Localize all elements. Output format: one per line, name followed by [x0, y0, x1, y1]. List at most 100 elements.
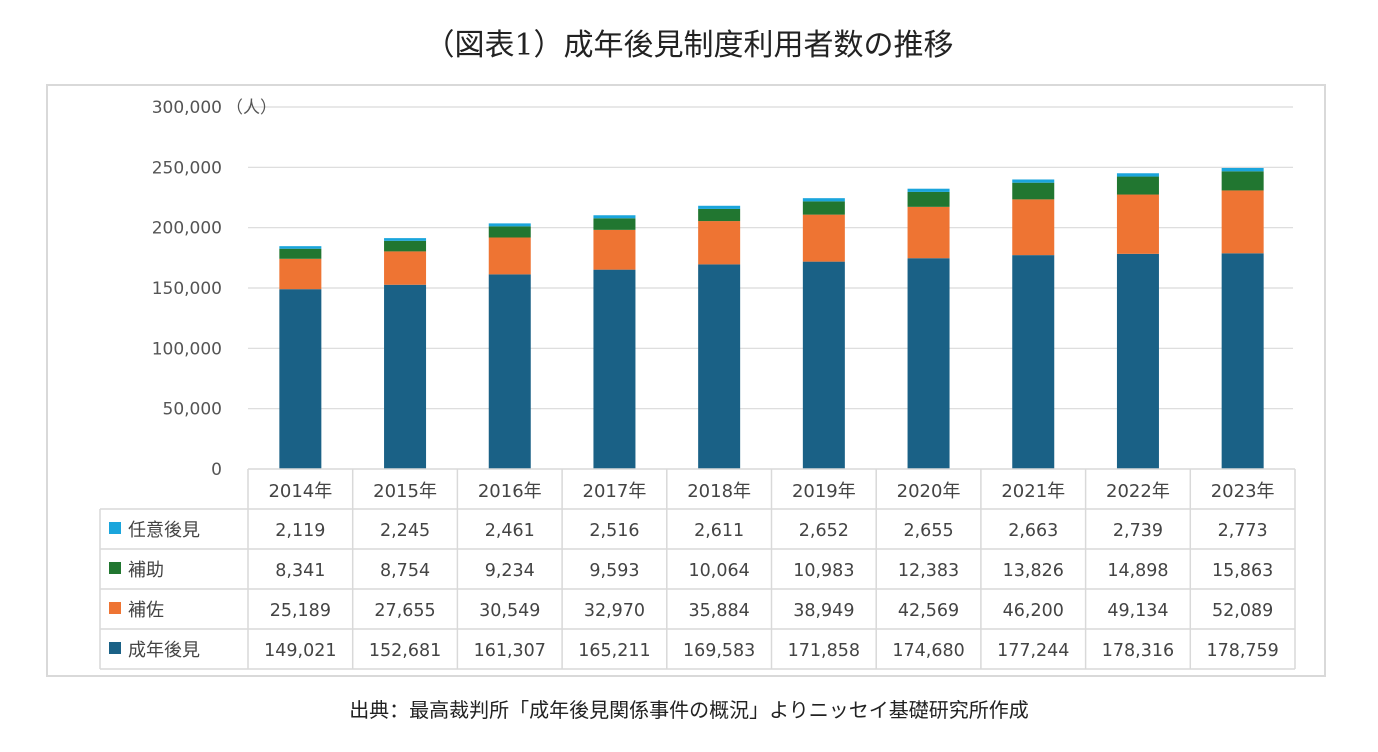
chart-frame [46, 84, 1326, 677]
y-tick-label: 250,000 [152, 158, 222, 178]
bar-segment [1012, 199, 1055, 256]
bar-segment [593, 218, 636, 230]
bar-segment [907, 206, 950, 259]
legend-key [109, 562, 121, 574]
bar-segment [279, 246, 322, 249]
bar-segment [593, 269, 636, 469]
data-label: 25,189 [270, 601, 331, 621]
data-label: 165,211 [578, 641, 650, 661]
bar-segment [1221, 167, 1264, 172]
bar-segment [907, 191, 950, 207]
chart-title: （図表1）成年後見制度利用者数の推移 [424, 28, 954, 63]
bar-segment [1116, 253, 1159, 469]
data-label: 2,516 [589, 521, 639, 541]
data-label: 14,898 [1107, 561, 1168, 581]
data-label: 12,383 [898, 561, 959, 581]
bar-segment [488, 226, 531, 238]
y-tick-label: 50,000 [163, 400, 222, 420]
y-tick-label: 0 [211, 460, 222, 480]
data-label: 38,949 [793, 601, 854, 621]
bar-segment [802, 198, 845, 202]
bar-segment [488, 237, 531, 275]
bar-segment [488, 223, 531, 227]
bar-segment [1116, 194, 1159, 254]
x-tick-label: 2018年 [687, 481, 751, 502]
bar-segment [802, 261, 845, 469]
bar-segment [593, 229, 636, 270]
bar-segment [593, 215, 636, 219]
x-tick-label: 2015年 [373, 481, 437, 502]
x-tick-label: 2014年 [268, 481, 332, 502]
data-label: 2,663 [1008, 521, 1058, 541]
bar-segment [698, 264, 741, 469]
data-label: 2,119 [275, 521, 325, 541]
x-tick-label: 2023年 [1211, 481, 1275, 502]
y-tick-label: 300,000 [152, 98, 222, 118]
bar-segment [802, 201, 845, 215]
bar-segment [1221, 190, 1264, 254]
data-label: 49,134 [1107, 601, 1168, 621]
bar-segment [384, 240, 427, 252]
bar-segment [802, 214, 845, 262]
x-tick-label: 2019年 [792, 481, 856, 502]
data-label: 2,773 [1218, 521, 1268, 541]
bar-segment [907, 258, 950, 469]
bar-segment [1012, 255, 1055, 469]
legend-label: 補助 [128, 560, 164, 581]
data-label: 2,652 [799, 521, 849, 541]
data-label: 161,307 [474, 641, 546, 661]
data-label: 46,200 [1003, 601, 1064, 621]
bar-segment [907, 188, 950, 192]
data-label: 178,316 [1102, 641, 1174, 661]
legend-key [109, 602, 121, 614]
data-label: 152,681 [369, 641, 441, 661]
data-label: 2,245 [380, 521, 430, 541]
data-label: 8,341 [275, 561, 325, 581]
bar-segment [1221, 171, 1264, 191]
y-tick-label: 100,000 [152, 339, 222, 359]
legend-label: 成年後見 [128, 640, 200, 661]
legend-label: 任意後見 [128, 520, 200, 541]
bar-segment [279, 258, 322, 290]
bar-segment [384, 251, 427, 285]
data-label: 171,858 [788, 641, 860, 661]
data-label: 8,754 [380, 561, 430, 581]
bar-segment [698, 205, 741, 209]
data-label: 149,021 [264, 641, 336, 661]
y-tick-label: 150,000 [152, 279, 222, 299]
data-label: 2,611 [694, 521, 744, 541]
bar-segment [1116, 176, 1159, 195]
bar-segment [1221, 253, 1264, 469]
legend-key [109, 642, 121, 654]
bar-segment [1012, 179, 1055, 183]
data-label: 10,064 [689, 561, 750, 581]
x-tick-label: 2016年 [478, 481, 542, 502]
data-label: 32,970 [584, 601, 645, 621]
y-tick-label: 200,000 [152, 219, 222, 239]
bar-segment [698, 221, 741, 265]
data-label: 174,680 [892, 641, 964, 661]
x-tick-label: 2017年 [583, 481, 647, 502]
data-label: 2,739 [1113, 521, 1163, 541]
legend-key [109, 522, 121, 534]
bar-segment [279, 289, 322, 469]
data-label: 2,461 [485, 521, 535, 541]
y-unit-label: （人） [226, 98, 277, 118]
x-tick-label: 2022年 [1106, 481, 1170, 502]
data-label: 15,863 [1212, 561, 1273, 581]
data-label: 178,759 [1206, 641, 1278, 661]
bar-segment [1012, 182, 1055, 200]
bar-segment [384, 238, 427, 241]
source-note: 出典：最高裁判所「成年後見関係事件の概況」よりニッセイ基礎研究所作成 [349, 698, 1029, 722]
data-label: 177,244 [997, 641, 1069, 661]
bar-segment [1116, 173, 1159, 177]
data-label: 10,983 [793, 561, 854, 581]
bar-segment [698, 208, 741, 222]
x-tick-label: 2021年 [1001, 481, 1065, 502]
data-label: 52,089 [1212, 601, 1273, 621]
data-label: 2,655 [903, 521, 953, 541]
bar-segment [384, 284, 427, 469]
bar-segment [488, 274, 531, 469]
data-label: 42,569 [898, 601, 959, 621]
